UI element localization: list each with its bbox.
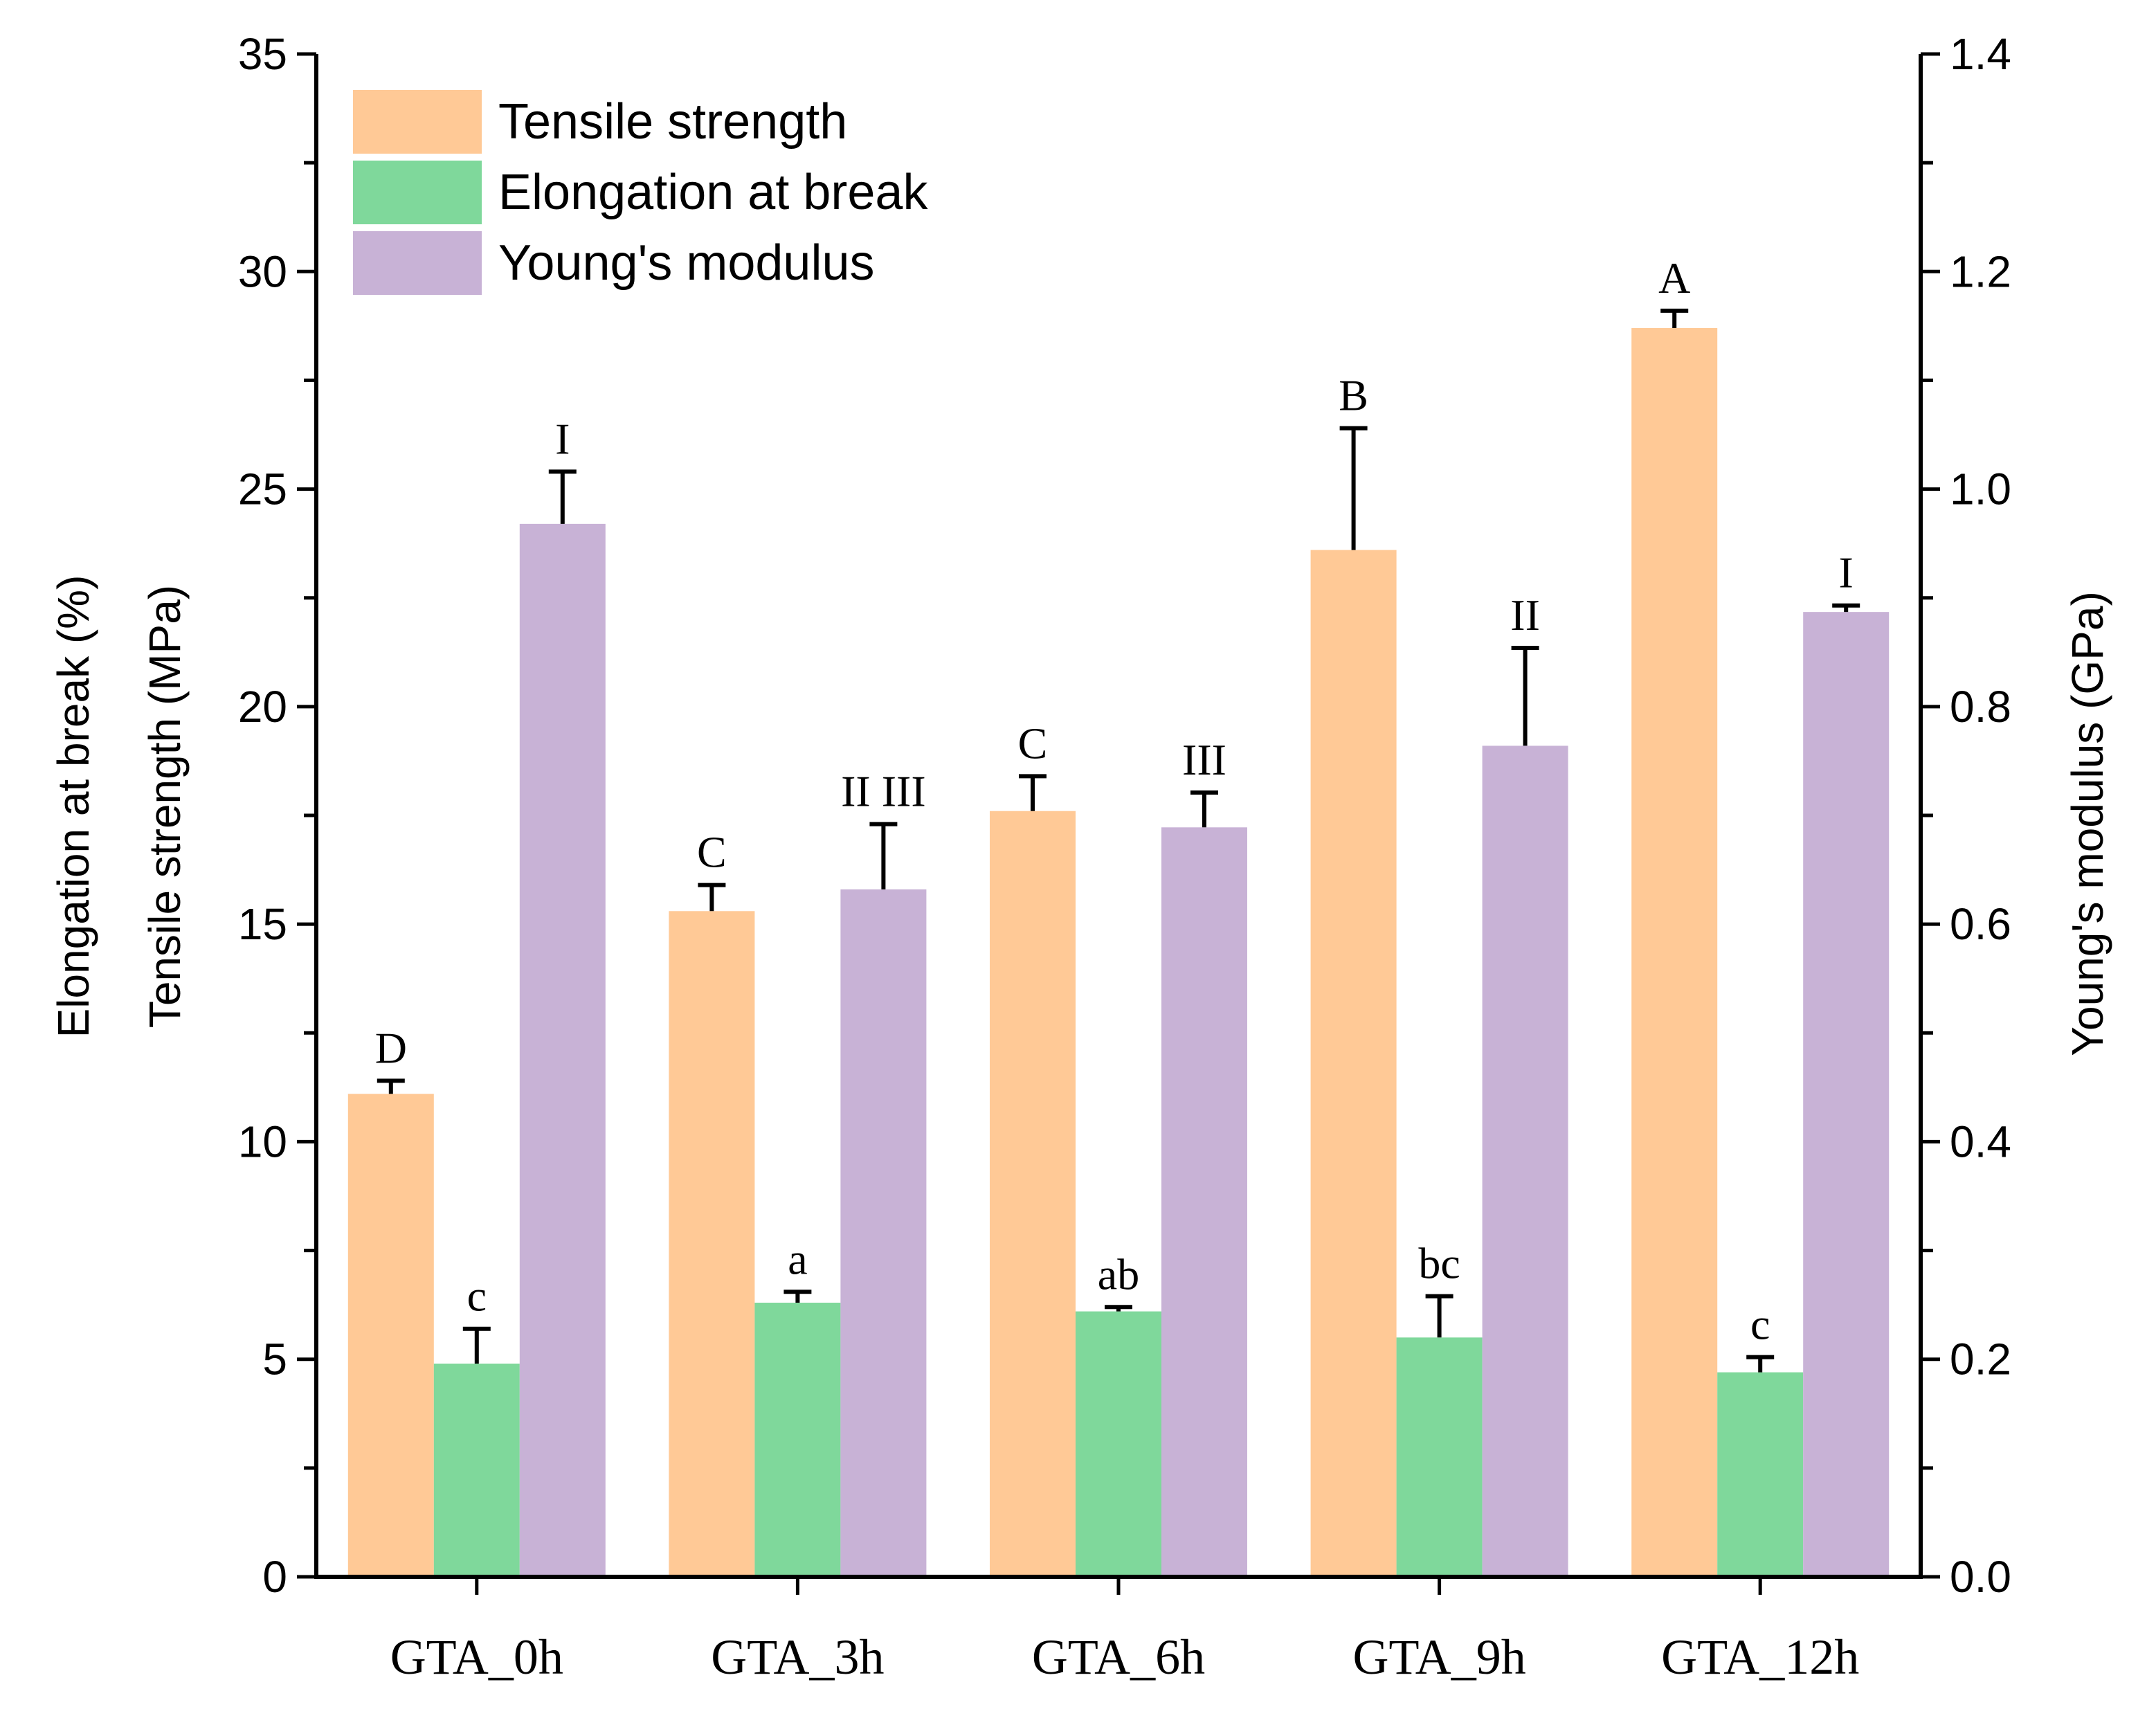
error-bars-layer — [377, 308, 1860, 1373]
left-axis-title-outer: Elongation at break (%) — [48, 575, 98, 1038]
bar-tensile-strength-gta_12h — [1631, 328, 1718, 1577]
significance-letter-tensile-strength-gta_0h: D — [375, 1023, 407, 1072]
significance-letter-young-s-modulus-gta_3h: II III — [841, 767, 926, 816]
left-tick-label: 20 — [238, 682, 287, 732]
bar-young-s-modulus-gta_9h — [1482, 745, 1568, 1577]
bar-elongation-at-break-gta_12h — [1717, 1372, 1804, 1577]
x-tick-label-gta_3h: GTA_3h — [711, 1629, 884, 1685]
significance-letter-elongation-at-break-gta_9h: bc — [1418, 1239, 1460, 1288]
right-tick-label: 1.4 — [1950, 29, 2011, 79]
legend-label-youngs-modulus: Young's modulus — [498, 235, 874, 291]
bar-young-s-modulus-gta_12h — [1803, 612, 1890, 1577]
significance-letter-tensile-strength-gta_3h: C — [697, 828, 727, 877]
significance-letter-tensile-strength-gta_6h: C — [1018, 718, 1048, 768]
significance-letter-elongation-at-break-gta_0h: c — [467, 1272, 487, 1321]
x-tick-label-gta_9h: GTA_9h — [1352, 1629, 1525, 1685]
bar-tensile-strength-gta_9h — [1310, 550, 1397, 1577]
significance-letter-tensile-strength-gta_9h: B — [1339, 371, 1368, 420]
left-tick-label: 15 — [238, 899, 287, 949]
bar-young-s-modulus-gta_3h — [840, 889, 927, 1577]
x-tick-label-gta_6h: GTA_6h — [1032, 1629, 1205, 1685]
significance-letter-young-s-modulus-gta_12h: I — [1839, 548, 1854, 597]
right-tick-label: 0.0 — [1950, 1552, 2011, 1602]
bar-young-s-modulus-gta_6h — [1161, 827, 1247, 1577]
legend: Tensile strength Elongation at break You… — [353, 90, 928, 295]
left-axis-title-inner: Tensile strength (MPa) — [140, 585, 190, 1028]
legend-swatch-elongation-at-break — [353, 161, 482, 224]
x-tick-label-gta_0h: GTA_0h — [390, 1629, 563, 1685]
left-tick-label: 0 — [262, 1552, 287, 1602]
x-tick-label-gta_12h: GTA_12h — [1661, 1629, 1859, 1685]
legend-swatch-tensile-strength — [353, 90, 482, 154]
significance-letter-elongation-at-break-gta_3h: a — [788, 1234, 807, 1283]
bar-elongation-at-break-gta_0h — [433, 1364, 520, 1577]
left-tick-label: 30 — [238, 246, 287, 296]
significance-letters-layer: Dc I Ca II III Cab III Bbc II Ac I — [375, 253, 1854, 1349]
right-tick-label: 1.0 — [1950, 464, 2011, 514]
right-tick-label: 1.2 — [1950, 246, 2011, 296]
left-tick-label: 10 — [238, 1116, 287, 1166]
legend-label-elongation-at-break: Elongation at break — [498, 165, 928, 220]
right-tick-label: 0.2 — [1950, 1335, 2011, 1384]
significance-letter-young-s-modulus-gta_9h: II — [1510, 590, 1540, 640]
right-axis-title: Young's modulus (GPa) — [2063, 591, 2112, 1056]
axes-layer: 0 5 10 15 20 25 30 35 0.0 0.2 0.4 0.6 0.8 1.0 1.2 1.4 GT… — [238, 29, 2011, 1685]
significance-letter-elongation-at-break-gta_12h: c — [1750, 1300, 1770, 1349]
legend-label-tensile-strength: Tensile strength — [498, 94, 847, 150]
bar-tensile-strength-gta_6h — [990, 811, 1076, 1577]
left-tick-label: 35 — [238, 29, 287, 79]
significance-letter-young-s-modulus-gta_6h: III — [1182, 735, 1226, 784]
bar-elongation-at-break-gta_9h — [1396, 1337, 1483, 1577]
right-tick-label: 0.4 — [1950, 1116, 2011, 1166]
legend-swatch-youngs-modulus — [353, 231, 482, 295]
left-tick-label: 25 — [238, 464, 287, 514]
left-tick-label: 5 — [262, 1335, 287, 1384]
right-tick-label: 0.6 — [1950, 899, 2011, 949]
right-tick-label: 0.8 — [1950, 682, 2011, 732]
bars-layer — [347, 328, 1890, 1577]
bar-elongation-at-break-gta_6h — [1076, 1311, 1161, 1577]
bar-tensile-strength-gta_0h — [347, 1094, 434, 1577]
bar-tensile-strength-gta_3h — [669, 911, 755, 1577]
significance-letter-elongation-at-break-gta_6h: ab — [1098, 1249, 1139, 1299]
significance-letter-young-s-modulus-gta_0h: I — [555, 414, 570, 463]
bar-elongation-at-break-gta_3h — [754, 1303, 841, 1577]
bar-young-s-modulus-gta_0h — [519, 523, 606, 1577]
significance-letter-tensile-strength-gta_12h: A — [1658, 253, 1690, 302]
